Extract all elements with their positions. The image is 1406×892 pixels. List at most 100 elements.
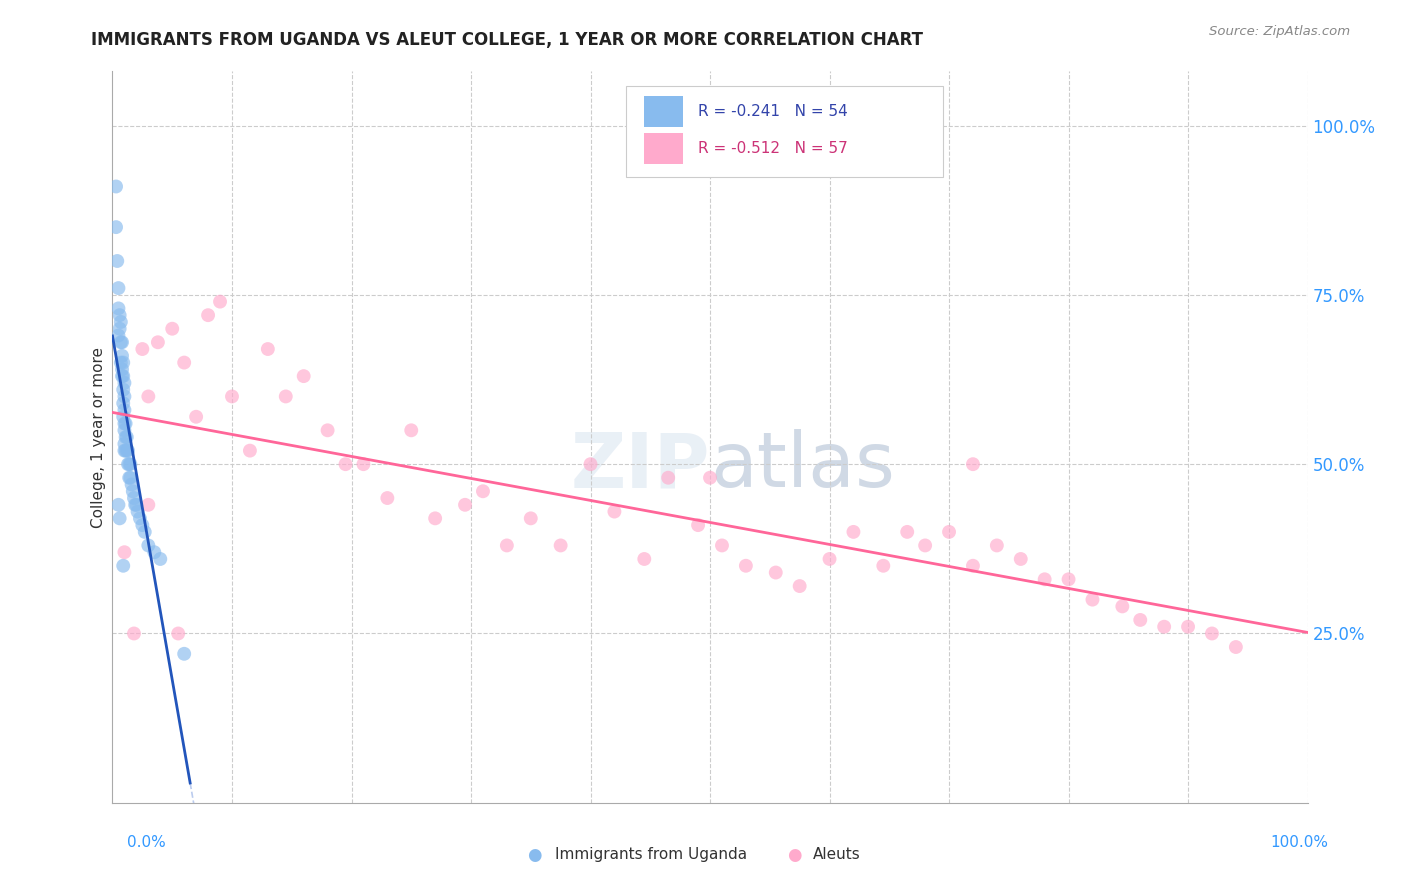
Point — [108, 511, 131, 525]
Point — [579, 457, 602, 471]
Point — [112, 355, 135, 369]
Point — [114, 417, 136, 431]
Point — [149, 552, 172, 566]
Bar — [644, 133, 682, 163]
Point — [735, 558, 758, 573]
Point — [1057, 572, 1080, 586]
Point — [633, 552, 655, 566]
Point — [122, 491, 145, 505]
Point — [257, 342, 280, 356]
Point — [120, 457, 142, 471]
Point — [120, 471, 142, 485]
Point — [125, 498, 148, 512]
Point — [111, 362, 134, 376]
Y-axis label: College, 1 year or more: College, 1 year or more — [90, 347, 105, 527]
Point — [603, 505, 626, 519]
Point — [197, 308, 219, 322]
Point — [274, 389, 297, 403]
Point — [114, 403, 135, 417]
Point — [146, 335, 169, 350]
Point — [110, 315, 132, 329]
Point — [520, 511, 543, 525]
Point — [765, 566, 787, 580]
Point — [143, 545, 166, 559]
Point — [221, 389, 243, 403]
Point — [105, 254, 128, 268]
Text: R = -0.512   N = 57: R = -0.512 N = 57 — [699, 141, 848, 156]
Point — [114, 437, 135, 451]
Point — [167, 626, 190, 640]
Text: ●: ● — [527, 846, 541, 863]
Point — [1225, 640, 1247, 654]
Point — [134, 524, 156, 539]
Point — [292, 369, 315, 384]
Point — [115, 443, 138, 458]
Point — [110, 355, 132, 369]
Point — [107, 328, 129, 343]
Point — [110, 335, 132, 350]
Point — [111, 349, 134, 363]
Point — [107, 301, 129, 316]
Point — [114, 423, 135, 437]
Point — [114, 430, 136, 444]
Point — [108, 308, 131, 322]
Point — [962, 457, 984, 471]
Point — [938, 524, 960, 539]
Text: Immigrants from Uganda: Immigrants from Uganda — [555, 847, 748, 862]
Point — [1111, 599, 1133, 614]
Point — [377, 491, 399, 505]
Point — [496, 538, 519, 552]
Text: ZIP: ZIP — [571, 429, 710, 503]
Point — [425, 511, 447, 525]
Point — [122, 626, 145, 640]
Point — [896, 524, 918, 539]
Point — [1010, 552, 1032, 566]
Point — [688, 518, 710, 533]
Text: ●: ● — [787, 846, 801, 863]
Point — [186, 409, 208, 424]
Point — [209, 294, 232, 309]
Point — [138, 498, 160, 512]
Text: R = -0.241   N = 54: R = -0.241 N = 54 — [699, 104, 848, 120]
Point — [115, 430, 138, 444]
Point — [112, 396, 135, 410]
Point — [1201, 626, 1223, 640]
Point — [657, 471, 679, 485]
Point — [335, 457, 357, 471]
Point — [112, 369, 135, 384]
Point — [1153, 620, 1175, 634]
Point — [111, 335, 134, 350]
Point — [872, 558, 894, 573]
Point — [114, 443, 135, 458]
Point — [107, 498, 129, 512]
Point — [711, 538, 734, 552]
Point — [818, 552, 841, 566]
Point — [138, 389, 160, 403]
Text: 0.0%: 0.0% — [127, 836, 166, 850]
Point — [105, 179, 128, 194]
Point — [352, 457, 374, 471]
Point — [401, 423, 423, 437]
Point — [699, 471, 721, 485]
Point — [112, 383, 135, 397]
Point — [117, 457, 139, 471]
Point — [129, 511, 152, 525]
Point — [112, 409, 135, 424]
Point — [105, 220, 128, 235]
Point — [111, 369, 134, 384]
Point — [162, 322, 183, 336]
Point — [1177, 620, 1199, 634]
Point — [550, 538, 572, 552]
Point — [173, 647, 195, 661]
Text: 100.0%: 100.0% — [1271, 836, 1329, 850]
Point — [1129, 613, 1152, 627]
Point — [121, 484, 143, 499]
Point — [124, 498, 146, 512]
Point — [121, 477, 143, 491]
Point — [118, 457, 141, 471]
Point — [173, 355, 195, 369]
Bar — [644, 96, 682, 127]
Point — [117, 443, 139, 458]
Point — [962, 558, 984, 573]
Point — [127, 505, 149, 519]
